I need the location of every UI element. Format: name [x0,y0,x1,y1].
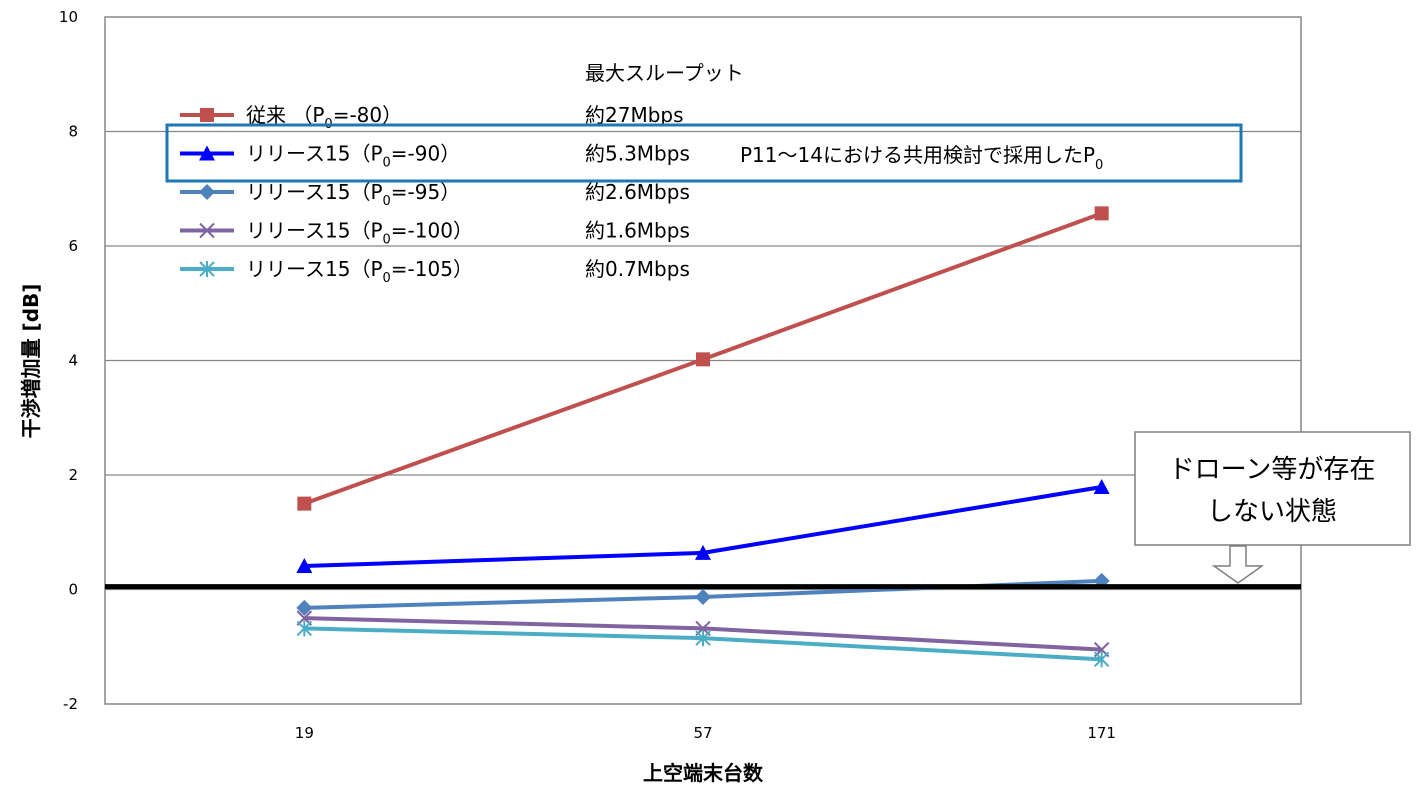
y-tick-label: -2 [63,695,78,713]
y-tick-label: 6 [68,237,78,255]
square-marker [297,496,312,511]
legend-label: 従来 （P0=-80） [246,103,402,132]
series-5 [296,620,1110,668]
y-tick-label: 2 [68,466,78,484]
x-tick-label: 57 [693,724,712,742]
series-3 [296,572,1110,616]
diamond-marker [199,184,215,200]
square-marker [696,352,710,367]
plot-area-border [104,16,1302,705]
x-tick-label: 19 [295,724,314,742]
callout-line-2: しない状態 [1207,497,1337,527]
legend-label: リリース15（P0=-95） [246,180,460,209]
callout-line-1: ドローン等が存在 [1169,455,1376,485]
triangle-marker [296,558,313,574]
star-marker [1093,651,1110,668]
triangle-marker [1093,479,1110,495]
diamond-marker [296,599,313,616]
triangle-marker [695,544,711,560]
series-2 [296,479,1110,574]
y-tick-label: 8 [68,123,78,141]
x-axis-ticks: 19 57 171 [295,724,1116,742]
star-marker [695,630,711,647]
y-axis-ticks: -2 0 2 4 6 8 10 [59,8,78,713]
legend-throughput: 約27Mbps [585,103,684,127]
x-tick-label: 171 [1087,724,1116,742]
star-marker [199,261,215,277]
y-tick-label: 4 [68,352,78,370]
legend-header: 最大スループット [585,61,744,85]
square-marker [200,108,214,122]
legend-item: リリース15（P0=-95） 約2.6Mbps [180,180,690,209]
callout-box [1134,431,1411,546]
legend-throughput: 約2.6Mbps [585,180,690,204]
legend-item: リリース15（P0=-105） 約0.7Mbps [180,257,690,286]
legend-label: リリース15（P0=-100） [246,219,473,248]
triangle-marker [199,145,215,161]
y-tick-label: 10 [59,8,78,26]
down-arrow-icon [1211,545,1265,584]
legend: 従来 （P0=-80） 約27Mbps リリース15（P0=-90） 約5.3Mbps… [180,103,690,286]
legend-item: 従来 （P0=-80） 約27Mbps [180,103,684,132]
square-marker [1094,206,1109,221]
highlight-annotation: P11～14における共用検討で採用したP0 [740,143,1103,173]
x-marker [199,222,215,239]
y-tick-label: 0 [68,581,78,599]
legend-throughput: 約1.6Mbps [585,219,690,243]
legend-throughput: 約0.7Mbps [585,257,690,281]
legend-throughput: 約5.3Mbps [585,142,690,166]
legend-label: リリース15（P0=-90） [246,142,460,171]
y-axis-title: 干渉増加量 [dB] [19,284,43,439]
series-lines [296,206,1110,668]
x-axis-title: 上空端末台数 [643,761,764,785]
diamond-marker [695,588,711,605]
legend-label: リリース15（P0=-105） [246,257,473,286]
legend-item: リリース15（P0=-90） 約5.3Mbps [180,142,690,171]
series-1 [297,206,1109,511]
highlight-box [165,123,1243,183]
legend-item: リリース15（P0=-100） 約1.6Mbps [180,219,690,248]
star-marker [296,620,313,637]
